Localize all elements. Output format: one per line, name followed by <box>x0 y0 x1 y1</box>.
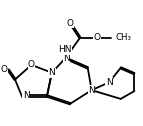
Text: O: O <box>67 19 74 28</box>
Text: CH₃: CH₃ <box>116 33 132 42</box>
Text: O: O <box>0 65 7 74</box>
Text: N: N <box>106 78 112 87</box>
Text: N: N <box>63 54 70 63</box>
Text: O: O <box>94 33 101 42</box>
Text: N: N <box>88 86 95 95</box>
Text: N: N <box>23 91 29 100</box>
Text: O: O <box>28 60 35 69</box>
Text: N: N <box>48 68 55 77</box>
Text: HN: HN <box>58 45 72 54</box>
